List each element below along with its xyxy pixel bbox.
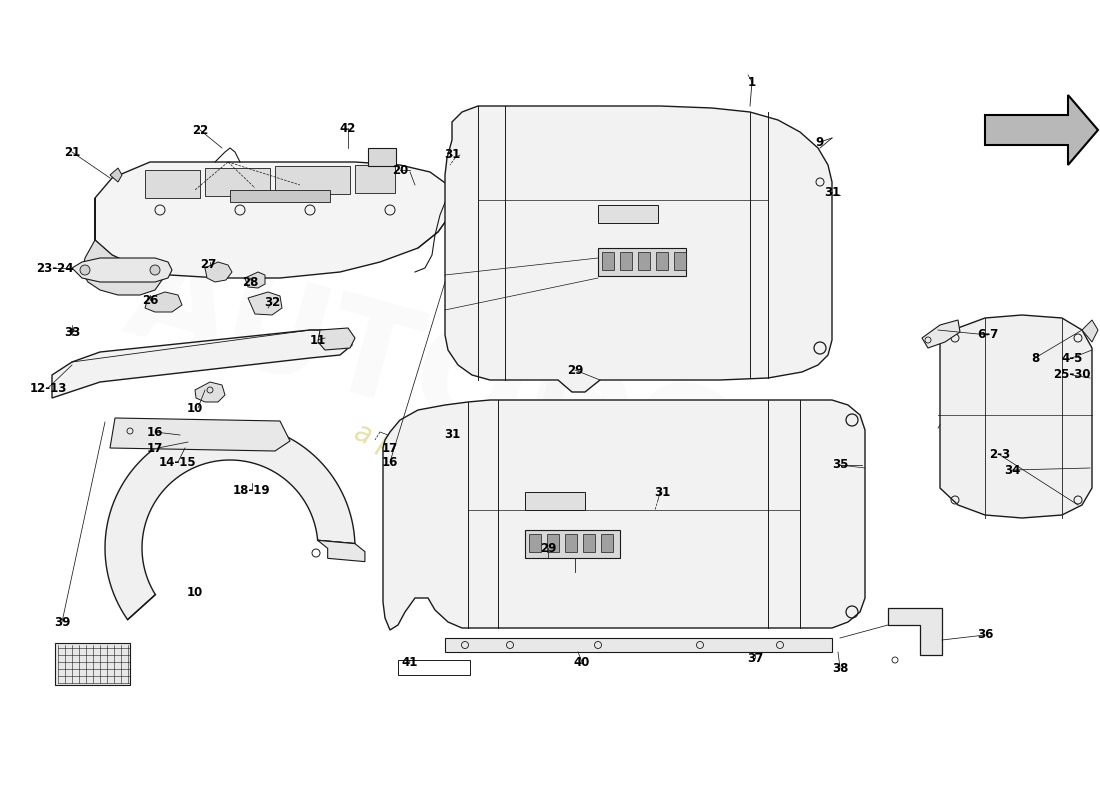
Text: 10: 10 xyxy=(187,586,204,598)
Polygon shape xyxy=(984,95,1098,165)
Bar xyxy=(565,534,578,552)
Polygon shape xyxy=(245,272,265,288)
Bar xyxy=(275,166,350,194)
Text: 6-7: 6-7 xyxy=(978,329,999,342)
Text: 36: 36 xyxy=(977,629,993,642)
Text: 27: 27 xyxy=(200,258,216,271)
Bar xyxy=(525,492,585,510)
Polygon shape xyxy=(888,608,942,655)
Bar xyxy=(55,643,130,685)
Bar xyxy=(583,534,595,552)
Text: 12-13: 12-13 xyxy=(30,382,67,394)
Bar xyxy=(638,252,650,270)
Polygon shape xyxy=(110,168,122,182)
Text: 9: 9 xyxy=(816,135,824,149)
Bar xyxy=(598,248,686,276)
Text: 29: 29 xyxy=(540,542,557,554)
Polygon shape xyxy=(318,328,355,350)
Bar xyxy=(598,205,658,223)
Bar xyxy=(525,530,620,558)
Text: 39: 39 xyxy=(54,615,70,629)
Text: 38: 38 xyxy=(832,662,848,674)
Polygon shape xyxy=(922,320,960,348)
Polygon shape xyxy=(145,292,182,312)
Text: 41: 41 xyxy=(402,655,418,669)
Text: 22: 22 xyxy=(191,123,208,137)
Bar xyxy=(355,165,395,193)
Text: 29: 29 xyxy=(566,363,583,377)
Bar xyxy=(368,148,396,166)
Polygon shape xyxy=(95,162,452,278)
Text: 31: 31 xyxy=(653,486,670,498)
Bar xyxy=(547,534,559,552)
Text: 16: 16 xyxy=(382,455,398,469)
Text: 42: 42 xyxy=(340,122,356,134)
Text: 40: 40 xyxy=(574,655,591,669)
Polygon shape xyxy=(52,330,352,398)
Text: 16: 16 xyxy=(146,426,163,438)
Text: 23-24: 23-24 xyxy=(36,262,74,274)
Polygon shape xyxy=(72,258,172,282)
Text: 25-30: 25-30 xyxy=(1054,369,1091,382)
Bar xyxy=(145,170,200,198)
Polygon shape xyxy=(110,418,290,451)
Text: 4-5: 4-5 xyxy=(1062,351,1082,365)
Text: 2-3: 2-3 xyxy=(989,449,1011,462)
Text: 10: 10 xyxy=(187,402,204,414)
Polygon shape xyxy=(446,638,832,652)
Polygon shape xyxy=(205,262,232,282)
Circle shape xyxy=(80,265,90,275)
Text: 31: 31 xyxy=(444,429,460,442)
Text: 17: 17 xyxy=(147,442,163,454)
Text: AUTODOC: AUTODOC xyxy=(112,234,847,546)
Text: 8: 8 xyxy=(1031,351,1040,365)
Polygon shape xyxy=(383,400,865,630)
Circle shape xyxy=(150,265,160,275)
Text: 18-19: 18-19 xyxy=(233,483,271,497)
Text: 1: 1 xyxy=(748,75,756,89)
Bar xyxy=(656,252,668,270)
Text: 11: 11 xyxy=(310,334,326,346)
Text: 34: 34 xyxy=(1004,463,1020,477)
Text: 32: 32 xyxy=(264,295,280,309)
Bar xyxy=(602,252,614,270)
Bar xyxy=(601,534,613,552)
Polygon shape xyxy=(248,292,282,315)
Text: 33: 33 xyxy=(64,326,80,338)
Bar xyxy=(230,190,330,202)
Text: 25: 25 xyxy=(505,375,715,545)
Text: 21: 21 xyxy=(64,146,80,158)
Polygon shape xyxy=(940,315,1092,518)
Text: 31: 31 xyxy=(444,149,460,162)
Polygon shape xyxy=(82,198,162,295)
Text: a passion for parts since 1985: a passion for parts since 1985 xyxy=(350,418,750,602)
Text: 20: 20 xyxy=(392,163,408,177)
Text: 14-15: 14-15 xyxy=(160,455,197,469)
Bar xyxy=(398,660,470,675)
Bar xyxy=(205,168,270,196)
Polygon shape xyxy=(1082,320,1098,342)
Text: 37: 37 xyxy=(747,651,763,665)
Text: 17: 17 xyxy=(382,442,398,454)
Bar xyxy=(529,534,541,552)
Text: 28: 28 xyxy=(242,275,258,289)
Text: 31: 31 xyxy=(824,186,840,198)
Text: 35: 35 xyxy=(832,458,848,471)
Bar xyxy=(674,252,686,270)
Text: 26: 26 xyxy=(142,294,158,306)
Polygon shape xyxy=(174,440,205,462)
Polygon shape xyxy=(446,106,832,392)
Polygon shape xyxy=(195,382,226,402)
Polygon shape xyxy=(104,423,355,620)
Bar xyxy=(620,252,632,270)
Polygon shape xyxy=(318,540,365,562)
